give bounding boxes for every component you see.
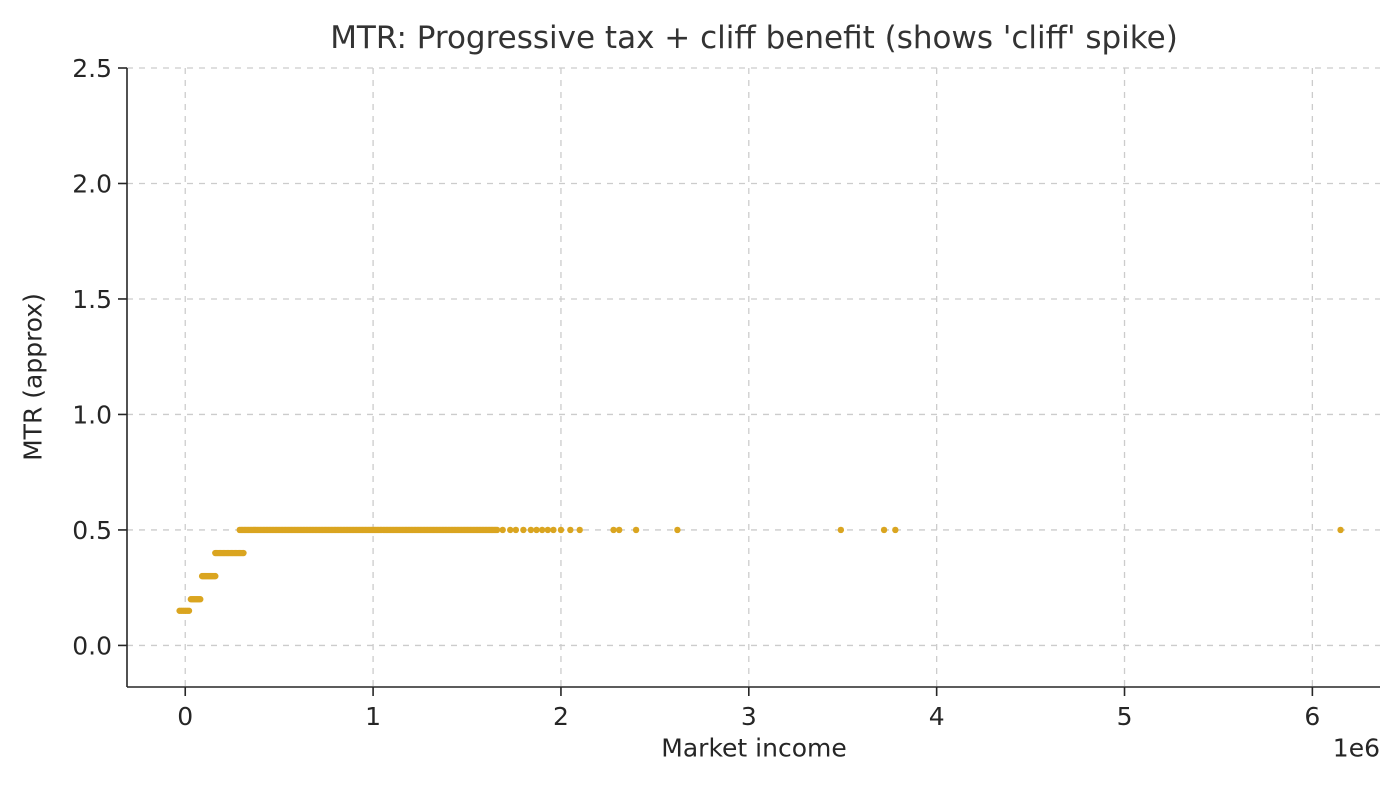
y-tick-label: 1.0 bbox=[72, 400, 112, 429]
x-tick-label: 5 bbox=[1117, 702, 1133, 731]
scatter-point bbox=[544, 526, 551, 534]
y-tick-label: 2.0 bbox=[72, 169, 112, 198]
scatter-point bbox=[533, 526, 540, 534]
scatter-point bbox=[557, 526, 565, 534]
y-tick-label: 2.5 bbox=[72, 54, 112, 83]
y-tick-label: 0.0 bbox=[72, 631, 112, 660]
scatter-point bbox=[527, 526, 535, 534]
x-tick-label: 3 bbox=[741, 702, 757, 731]
scatter-point bbox=[538, 526, 546, 534]
scatter-point bbox=[674, 526, 681, 534]
scatter-point bbox=[550, 526, 557, 534]
y-tick-label: 0.5 bbox=[72, 516, 112, 545]
scatter-point bbox=[507, 526, 514, 534]
scatter-point bbox=[1337, 526, 1344, 534]
scatter-point bbox=[520, 526, 527, 534]
scatter-point bbox=[880, 526, 888, 534]
scatter-point bbox=[493, 526, 501, 534]
scatter-point bbox=[512, 526, 520, 534]
scatter-point bbox=[185, 607, 193, 614]
x-axis-label: Market income bbox=[661, 733, 847, 763]
scatter-point bbox=[892, 526, 899, 534]
scatter-point bbox=[240, 549, 247, 557]
x-tick-label: 4 bbox=[929, 702, 945, 731]
scatter-point bbox=[610, 526, 617, 534]
scatter-point bbox=[632, 526, 640, 534]
scatter-point bbox=[837, 526, 845, 534]
scatter-point bbox=[576, 526, 583, 534]
chart-title: MTR: Progressive tax + cliff benefit (sh… bbox=[330, 20, 1178, 56]
scatter-point bbox=[197, 596, 204, 603]
axis-offset-label: 1e6 bbox=[1332, 733, 1380, 763]
x-tick-label: 6 bbox=[1304, 702, 1320, 731]
scatter-point bbox=[499, 526, 506, 534]
x-tick-label: 2 bbox=[553, 702, 569, 731]
scatter-point bbox=[615, 526, 623, 534]
x-tick-label: 1 bbox=[365, 702, 381, 731]
scatter-point bbox=[212, 572, 219, 580]
x-tick-label: 0 bbox=[177, 702, 193, 731]
scatter-point bbox=[567, 526, 574, 534]
y-tick-label: 1.5 bbox=[72, 285, 112, 314]
